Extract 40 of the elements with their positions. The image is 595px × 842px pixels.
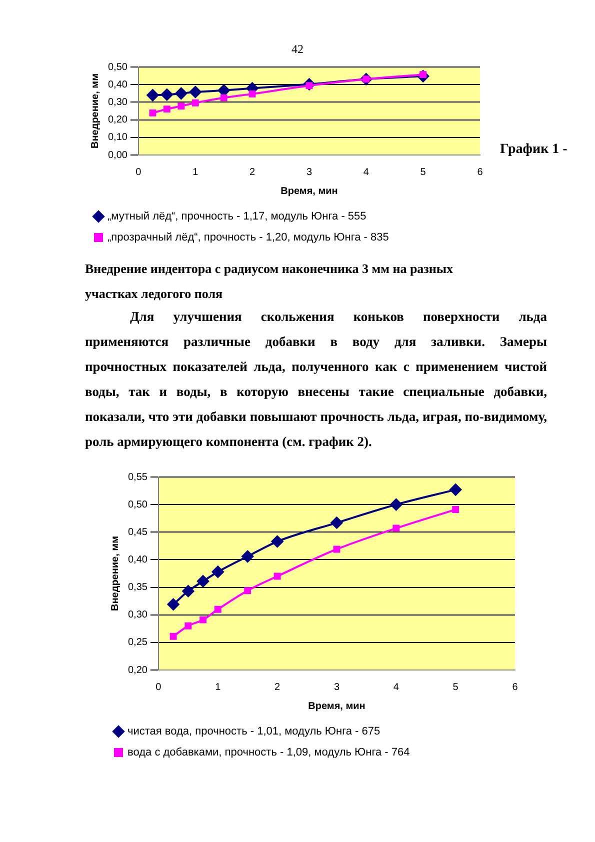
x-tick-label: 3 bbox=[306, 166, 312, 178]
x-tick-label: 3 bbox=[334, 682, 340, 693]
x-tick-label: 5 bbox=[452, 682, 459, 693]
x-tick-label: 1 bbox=[192, 166, 199, 178]
y-tick-label: 0,30 bbox=[108, 96, 128, 108]
x-tick-label: 0 bbox=[136, 166, 142, 178]
y-tick-label: 0,45 bbox=[128, 526, 148, 538]
x-tick-label: 2 bbox=[274, 682, 281, 693]
y-tick-label: 0,50 bbox=[108, 62, 128, 73]
legend-label: чистая вода, прочность - 1,01, модуль Юнга - 675 bbox=[128, 726, 380, 738]
legend-label: „прозрачный лёд“, прочность - 1,20, модуль Юнга - 835 bbox=[108, 232, 389, 244]
x-tick-label: 6 bbox=[512, 682, 518, 693]
x-tick-label: 4 bbox=[363, 166, 370, 178]
x-tick-label: 0 bbox=[156, 682, 162, 693]
y-tick-label: 0,40 bbox=[108, 79, 128, 90]
y-axis-title: Внедрение, мм bbox=[90, 74, 101, 148]
x-tick-label: 4 bbox=[393, 682, 400, 693]
text: Для улучшения скольжения коньков поверхности льда применяются различные добавки в воду для заливки. Замеры прочностных показателей льда, полученного как с применением чистой воды, так и воды, в которую внесены такие специальные добавки, показали, что эти добавки повышают прочность льда, играя, по-видимому, роль армирующего компонента (см. график 2). bbox=[85, 308, 547, 451]
text: Внедрение индентора с радиусом наконечника 3 мм на разных участках ледогого поля bbox=[85, 260, 454, 303]
x-tick-label: 5 bbox=[420, 166, 426, 178]
x-tick-label: 2 bbox=[250, 166, 256, 178]
text: 42 bbox=[290, 42, 304, 57]
legend-label: вода с добавками, прочность - 1,09, модуль Юнга - 764 bbox=[128, 746, 410, 759]
legend-label: „мутный лёд“, прочность - 1,17, модуль Юнга - 555 bbox=[108, 210, 366, 223]
text: График 1 - bbox=[500, 141, 568, 159]
y-tick-label: 0,30 bbox=[128, 610, 148, 621]
y-tick-label: 0,35 bbox=[128, 582, 148, 594]
x-axis-title: Время, мин bbox=[280, 186, 338, 197]
y-tick-label: 0,50 bbox=[128, 499, 148, 510]
x-tick-label: 1 bbox=[215, 682, 222, 693]
y-tick-label: 0,10 bbox=[108, 132, 128, 144]
y-tick-label: 0,20 bbox=[108, 114, 128, 126]
y-tick-label: 0,40 bbox=[128, 554, 148, 566]
y-tick-label: 0,55 bbox=[128, 472, 148, 483]
y-tick-label: 0,20 bbox=[128, 664, 148, 676]
y-axis-title: Внедрение, мм bbox=[110, 536, 121, 611]
x-axis-title: Время, мин bbox=[308, 700, 366, 712]
x-tick-label: 6 bbox=[477, 166, 484, 178]
y-tick-label: 0,00 bbox=[108, 150, 128, 161]
y-tick-label: 0,25 bbox=[128, 637, 148, 648]
